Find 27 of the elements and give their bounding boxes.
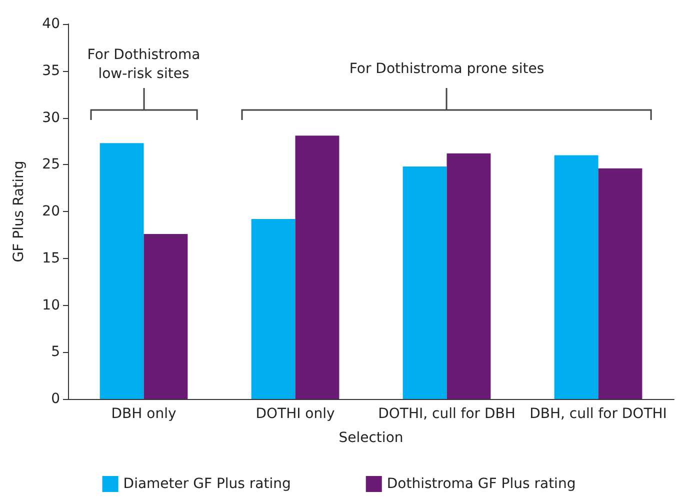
bar	[446, 153, 491, 399]
y-tick-label: 20	[42, 204, 60, 220]
x-tick-label: DOTHI, cull for DBH	[378, 406, 516, 422]
x-axis-title: Selection	[338, 430, 404, 446]
annotation: For Dothistroma low-risk sites	[86, 46, 202, 84]
bar	[100, 143, 144, 399]
y-tick-label: 0	[51, 391, 60, 407]
y-tick-label: 10	[42, 297, 60, 314]
y-axis-title: GF Plus Rating	[11, 160, 27, 262]
y-tick-label: 40	[42, 16, 60, 32]
x-tick-label: DBH, cull for DOTHI	[530, 406, 667, 422]
bar	[554, 155, 598, 399]
legend-label: Dothistroma GF Plus rating	[386, 476, 576, 492]
x-tick-label: DBH only	[111, 406, 176, 422]
bar	[598, 168, 642, 399]
bar	[402, 166, 447, 399]
annotation: For Dothistroma prone sites	[348, 60, 546, 79]
bar	[144, 234, 188, 399]
y-tick-label: 5	[51, 344, 60, 360]
bar	[295, 136, 340, 399]
y-tick-label: 35	[42, 62, 60, 79]
x-tick-label: DOTHI only	[256, 406, 335, 422]
legend-label: Diameter GF Plus rating	[123, 476, 291, 492]
bar	[251, 219, 296, 399]
y-tick-label: 15	[42, 250, 60, 266]
y-tick-label: 30	[42, 110, 60, 126]
y-tick-label: 25	[42, 156, 60, 173]
